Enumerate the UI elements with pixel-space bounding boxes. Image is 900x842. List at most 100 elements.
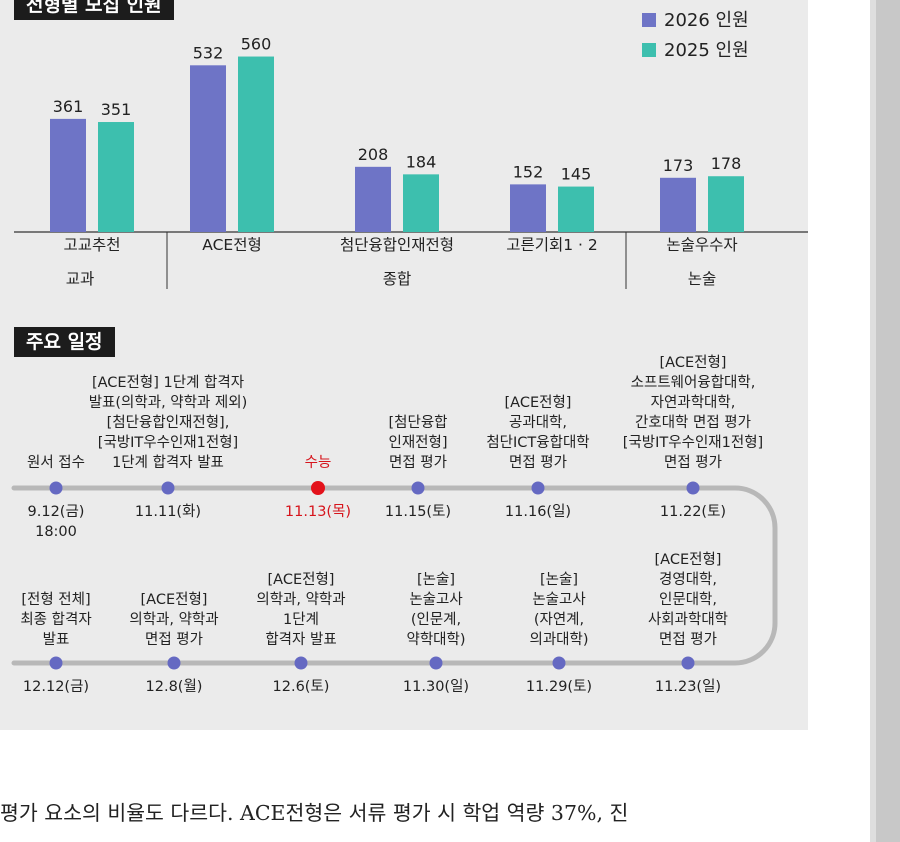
bar-2025-2: [403, 174, 439, 232]
event-label-line: 의과대학): [529, 632, 589, 648]
event-label: [ACE전형] 소프트웨어융합대학, 자연과학대학, 간호대학 면접 평가 [국방IT우…: [598, 353, 788, 473]
event-label-line: [첨단융합인재전형],: [106, 415, 230, 431]
timeline-dot: [161, 481, 175, 495]
legend-swatch-2025: [642, 43, 656, 57]
group-label: 종합: [383, 270, 412, 288]
event-label-line: [ACE전형]: [659, 355, 727, 371]
event-date-line: 12.8(월): [145, 679, 203, 695]
timeline-dot: [294, 656, 308, 670]
event-label: [논술] 논술고사 (인문계, 약학대학): [341, 570, 531, 650]
event-date: 11.23(일): [628, 677, 748, 697]
event-date: 11.15(토): [358, 502, 478, 522]
bar-chart: 361 351 고교추천 532 560 ACE전형 208 184 첨단융합인재전형 152 14…: [14, 35, 808, 289]
infographic-panel: [0, 0, 808, 730]
legend-swatch-2026: [642, 13, 656, 27]
event-label-line: [ACE전형]: [267, 572, 335, 588]
event-label-line: 합격자 발표: [265, 632, 337, 648]
event-date-line: 11.11(화): [134, 504, 202, 520]
data-label: 560: [241, 35, 272, 54]
page-edge: [870, 0, 876, 842]
event-label-line: [전형 전체]: [21, 592, 91, 608]
event-label-line: 인문대학,: [659, 592, 717, 608]
data-label: 178: [711, 154, 742, 173]
category-label: 첨단융합인재전형: [340, 236, 454, 254]
event-label-line: 최종 합격자: [20, 612, 92, 628]
data-label: 152: [513, 162, 544, 181]
event-date: 11.29(토): [499, 677, 619, 697]
data-label: 361: [53, 97, 84, 116]
event-date: 12.8(월): [114, 677, 234, 697]
event-date-line: 11.15(토): [384, 504, 452, 520]
category-label: ACE전형: [202, 236, 261, 254]
event-label-line: [ACE전형]: [654, 552, 722, 568]
event-label-line: 논술고사: [409, 592, 463, 608]
event-date: 12.12(금): [0, 677, 116, 697]
event-label-line: 자연과학대학,: [650, 395, 736, 411]
event-label-line: [첨단융합: [388, 415, 448, 431]
data-label: 184: [406, 152, 437, 171]
event-label-line: 면접 평가: [509, 455, 567, 471]
group-label: 논술: [688, 270, 717, 288]
event-date-line: 11.13(목): [284, 504, 352, 520]
event-label-line: [국방IT우수인재1전형]: [97, 435, 239, 451]
event-date-line: 11.29(토): [525, 679, 593, 695]
event-date-line: 11.16(일): [504, 504, 572, 520]
event-date-line: 11.23(일): [654, 679, 722, 695]
event-label: [논술] 논술고사 (자연계, 의과대학): [464, 570, 654, 650]
bar-2025-4: [708, 176, 744, 232]
timeline-dot: [167, 656, 181, 670]
timeline-dot: [429, 656, 443, 670]
bar-2026-0: [50, 118, 86, 232]
event-date-line: 18:00: [35, 524, 77, 540]
event-label-line: [논술]: [540, 572, 578, 588]
event-date-line: 9.12(금): [27, 504, 85, 520]
event-label-line: [ACE전형]: [140, 592, 208, 608]
bar-2025-0: [98, 122, 134, 232]
event-label-line: 소프트웨어융합대학,: [630, 375, 756, 391]
event-date: 11.11(화): [108, 502, 228, 522]
legend-item-2025: 2025 인원: [642, 36, 749, 62]
event-label-line: 약학대학): [406, 632, 466, 648]
event-label: 원서 접수: [0, 453, 151, 473]
timeline-dot: [49, 656, 63, 670]
event-date: 11.22(토): [633, 502, 753, 522]
event-date: 9.12(금) 18:00: [0, 502, 116, 542]
event-label-line: 수능: [304, 455, 332, 471]
event-label-line: 발표(의학과, 약학과 제외): [88, 395, 248, 411]
timeline-dot: [311, 481, 325, 495]
event-label-line: 1단계: [283, 612, 319, 628]
group-label: 교과: [66, 270, 95, 288]
event-date: 11.30(일): [376, 677, 496, 697]
event-label: 수능: [223, 453, 413, 473]
event-label-line: 간호대학 면접 평가: [635, 415, 751, 431]
event-label-line: 사회과학대학: [647, 612, 729, 628]
event-label-line: 발표: [42, 632, 70, 648]
event-label-line: 의학과, 약학과: [129, 612, 219, 628]
data-label: 173: [663, 156, 694, 175]
timeline: [11, 481, 778, 670]
event-date: 12.6(토): [241, 677, 361, 697]
event-label-line: 첨단ICT융합대학: [486, 435, 590, 451]
event-label-line: 인재전형]: [388, 435, 448, 451]
category-label: 논술우수자: [666, 236, 737, 254]
legend-item-2026: 2026 인원: [642, 6, 749, 32]
event-label-line: 원서 접수: [27, 455, 85, 471]
event-label-line: [논술]: [417, 572, 455, 588]
event-label-line: 면접 평가: [389, 455, 447, 471]
data-label: 145: [561, 165, 592, 184]
event-label-line: 의학과, 약학과: [256, 592, 346, 608]
chart-title: 전형별 모집 인원: [14, 0, 174, 20]
timeline-track: [11, 485, 778, 666]
event-label-line: [ACE전형] 1단계 합격자: [91, 375, 245, 391]
category-label: 고른기회1 · 2: [506, 236, 598, 254]
event-label-line: 면접 평가: [145, 632, 203, 648]
event-label-line: 면접 평가: [664, 455, 722, 471]
timeline-dot: [552, 656, 566, 670]
bar-2025-1: [238, 56, 274, 233]
event-label-line: 면접 평가: [659, 632, 717, 648]
